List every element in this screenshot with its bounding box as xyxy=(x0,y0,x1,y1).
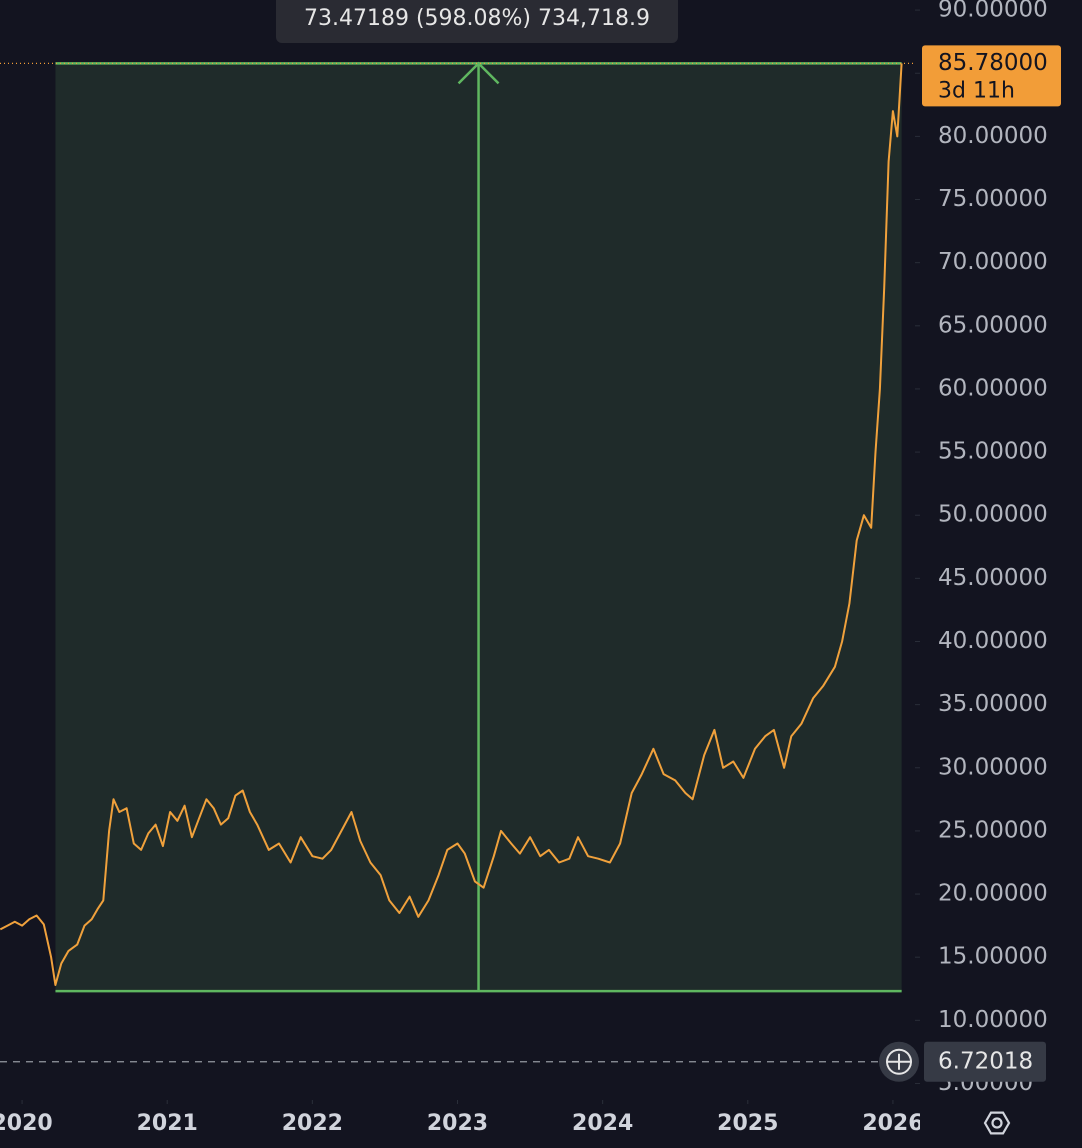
y-tick-label: 75.00000 xyxy=(938,186,1048,212)
y-tick-label: 70.00000 xyxy=(938,249,1048,275)
x-tick-label: 2024 xyxy=(572,1111,633,1136)
x-tick-label: 2021 xyxy=(137,1111,198,1136)
x-tick-label: 2023 xyxy=(427,1111,488,1136)
y-tick-label: 80.00000 xyxy=(938,123,1048,149)
add-button[interactable] xyxy=(879,1041,919,1082)
measure-label: 73.47189 (598.08%) 734,718.9 xyxy=(304,6,650,31)
y-tick-label: 30.00000 xyxy=(938,754,1048,780)
last-price-label: 85.78000 xyxy=(938,50,1048,76)
x-tick-label: 2025 xyxy=(717,1111,778,1136)
add-icon[interactable] xyxy=(886,1048,912,1075)
crosshair-label: 6.72018 xyxy=(938,1048,1033,1074)
y-tick-label: 45.00000 xyxy=(938,565,1048,591)
y-tick-label: 20.00000 xyxy=(938,881,1048,907)
y-tick-label: 15.00000 xyxy=(938,944,1048,970)
last-price-box xyxy=(922,45,1061,107)
y-tick-label: 65.00000 xyxy=(938,312,1048,338)
measure-arrowhead xyxy=(457,61,500,85)
measure-label-box xyxy=(276,0,678,43)
plot-area xyxy=(0,61,915,1063)
y-axis: 5.0000010.0000015.0000020.0000025.000003… xyxy=(915,0,1048,1096)
price-line xyxy=(0,63,903,986)
y-tick-label: 25.00000 xyxy=(938,817,1048,843)
y-tick-label: 40.00000 xyxy=(938,628,1048,654)
y-tick-label: 35.00000 xyxy=(938,691,1048,717)
y-tick-label: 10.00000 xyxy=(938,1007,1048,1033)
x-tick-label: 2026 xyxy=(862,1111,923,1136)
y-tick-label: 90.00000 xyxy=(938,0,1048,23)
y-tick-label: 60.00000 xyxy=(938,375,1048,401)
settings-icon[interactable] xyxy=(983,1111,1011,1135)
countdown-label: 3d 11h xyxy=(938,78,1015,103)
y-tick-label: 50.00000 xyxy=(938,502,1048,528)
y-tick-label: 55.00000 xyxy=(938,439,1048,465)
x-tick-label: 2022 xyxy=(282,1111,343,1136)
crosshair-box xyxy=(924,1041,1046,1082)
